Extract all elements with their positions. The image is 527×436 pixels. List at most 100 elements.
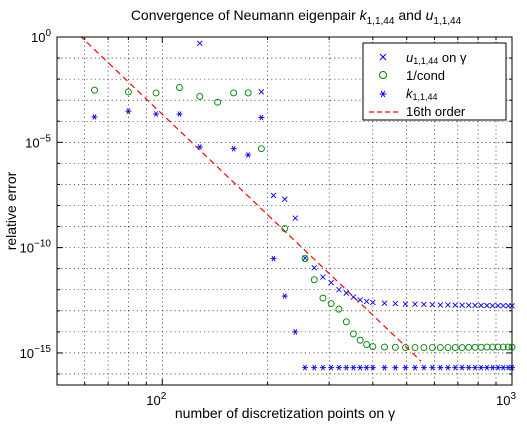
legend-label-cond: 1/cond — [406, 68, 445, 83]
data-point-circle — [214, 98, 222, 106]
data-point-star — [302, 364, 309, 371]
title-u-subscript: 1,1,44 — [433, 16, 461, 27]
x-tick-label-exp: 3 — [510, 391, 516, 402]
data-point-circle — [477, 343, 485, 351]
data-point-star — [311, 364, 318, 371]
legend-box — [362, 42, 507, 121]
data-point-x — [370, 299, 376, 306]
chart-title: Convergence of Neumann eigenpair k1,1,44… — [131, 7, 462, 27]
data-point-x — [478, 302, 484, 309]
data-point-star — [357, 364, 364, 371]
data-point-star — [245, 152, 252, 158]
data-point-x — [270, 192, 277, 199]
data-point-star — [495, 364, 502, 371]
data-point-x — [350, 294, 357, 300]
data-point-star — [343, 364, 350, 371]
data-point-star — [270, 255, 277, 262]
x-tick-label-base: 10 — [146, 393, 160, 408]
legend-marker-circle — [379, 71, 387, 79]
data-point-circle — [369, 343, 377, 351]
data-point-circle — [444, 344, 452, 351]
data-point-circle — [411, 344, 419, 351]
data-point-star — [483, 364, 490, 371]
data-point-circle — [356, 336, 364, 344]
data-point-star — [319, 364, 326, 371]
data-point-x — [196, 40, 203, 47]
data-point-star — [381, 364, 388, 371]
x-tick-label: 103 — [496, 391, 516, 408]
data-point-star — [489, 364, 496, 371]
data-point-star — [420, 364, 427, 371]
data-point-star — [444, 364, 451, 371]
data-point-circle — [257, 145, 265, 153]
series-2 — [91, 108, 515, 371]
data-point-circle — [465, 343, 473, 351]
data-point-x — [421, 301, 427, 308]
data-point-circle — [499, 343, 507, 351]
data-point-star — [465, 364, 472, 371]
data-point-star — [429, 364, 436, 371]
y-tick-label-exp: −5 — [40, 133, 52, 144]
data-point-star — [452, 364, 459, 371]
title-prefix: Convergence of Neumann eigenpair — [131, 7, 360, 23]
data-point-circle — [381, 343, 388, 351]
legend-label-16th-order: 16th order — [406, 104, 466, 119]
x-tick-label-exp: 2 — [161, 391, 167, 402]
data-point-circle — [349, 330, 357, 338]
data-point-x — [412, 301, 418, 308]
data-point-circle — [420, 344, 428, 351]
data-point-x — [500, 302, 507, 309]
data-point-star — [196, 144, 203, 150]
data-point-star — [500, 364, 507, 371]
data-point-circle — [310, 276, 318, 284]
data-point-circle — [494, 343, 502, 351]
data-point-star — [472, 364, 479, 371]
data-point-star — [230, 145, 237, 152]
data-point-circle — [327, 300, 335, 308]
data-point-star — [258, 114, 265, 121]
data-point-x — [258, 88, 265, 95]
data-point-star — [335, 364, 342, 371]
data-point-x — [392, 300, 399, 307]
data-point-star — [411, 364, 418, 371]
data-point-circle — [301, 255, 309, 263]
data-point-circle — [363, 341, 371, 348]
legend-marker-x — [379, 53, 387, 61]
legend-k-symbol: k — [406, 86, 414, 101]
data-point-star — [125, 108, 132, 115]
y-tick-label-exp: −15 — [34, 344, 51, 355]
data-point-circle — [176, 84, 183, 91]
data-point-x — [328, 279, 334, 286]
series-layer — [91, 40, 516, 371]
data-point-x — [459, 302, 465, 308]
y-tick-label-exp: −10 — [34, 239, 51, 250]
data-point-circle — [335, 305, 343, 313]
data-point-circle — [124, 88, 132, 96]
data-point-star — [478, 364, 485, 371]
data-point-x — [429, 301, 436, 308]
y-tick-label-exp: 0 — [45, 28, 51, 39]
data-point-circle — [230, 89, 238, 97]
data-point-star — [350, 364, 357, 371]
data-point-x — [489, 302, 496, 309]
data-point-star — [369, 364, 376, 371]
data-point-circle — [458, 344, 466, 351]
legend-entry-u: u1,1,44 on γ — [379, 50, 467, 66]
data-point-x — [281, 196, 288, 202]
data-point-circle — [152, 89, 160, 97]
data-point-x — [495, 302, 501, 309]
y-tick-label: 100 — [31, 28, 51, 45]
data-point-circle — [504, 343, 512, 351]
data-point-star — [437, 364, 444, 371]
y-tick-label-base: 10 — [20, 346, 34, 361]
data-point-circle — [391, 343, 399, 351]
data-point-circle — [91, 86, 98, 94]
data-point-x — [357, 297, 363, 303]
data-point-circle — [451, 344, 459, 351]
y-tick-label: 10−5 — [25, 133, 51, 150]
legend-label-k: k1,1,44 — [406, 86, 438, 102]
data-point-x — [311, 264, 318, 271]
legend-marker-star — [379, 90, 387, 98]
